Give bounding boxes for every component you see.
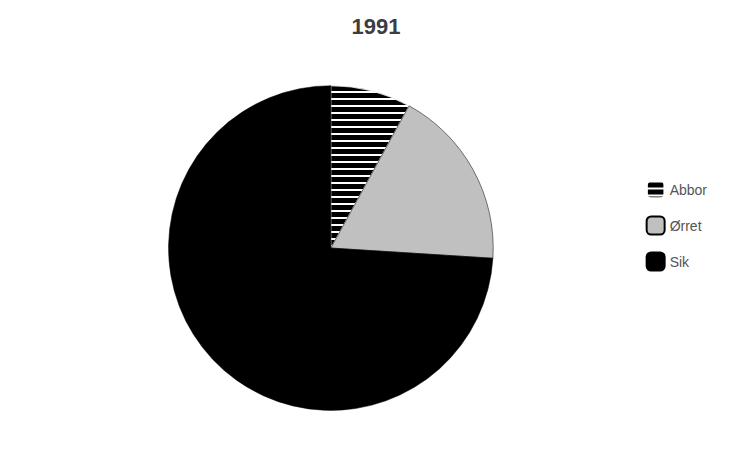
svg-text:Abbor: Abbor — [670, 182, 708, 198]
svg-text:Ørret: Ørret — [670, 218, 702, 234]
svg-text:Sik: Sik — [670, 254, 690, 270]
svg-text:1991: 1991 — [352, 14, 401, 39]
